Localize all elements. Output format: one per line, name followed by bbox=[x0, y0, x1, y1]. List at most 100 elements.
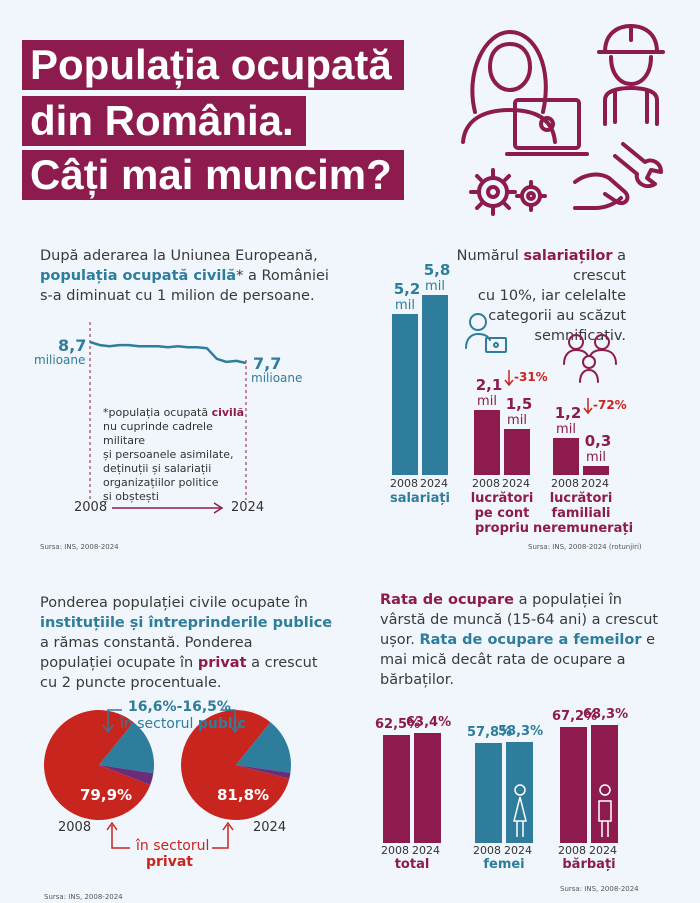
group-1-down-arrow bbox=[504, 369, 514, 387]
panel3-line4: populației ocupate în privat a crescut bbox=[40, 653, 340, 673]
bar-0-2024-value: 5,8 bbox=[423, 261, 451, 280]
bar-1-2008 bbox=[474, 409, 500, 475]
panel3-line1: Ponderea populației civile ocupate în bbox=[40, 595, 308, 611]
public-range-label: 16,6%-16,5% bbox=[128, 699, 231, 715]
rate-total-year-b: 2024 bbox=[412, 844, 440, 857]
panel4-line3: ușor. Rata de ocupare a femeilor e bbox=[380, 630, 680, 650]
panel1-intro-rest: * a României bbox=[236, 268, 329, 284]
public-sector-label-b: public bbox=[197, 716, 246, 732]
panel2-intro: Numărul salariaților a crescut cu 10%, i… bbox=[400, 246, 626, 346]
panel2-intro-line3: categorii au scăzut bbox=[488, 308, 626, 324]
time-arrow-head bbox=[213, 502, 224, 514]
rate-bărbați-2024-value: 68,3% bbox=[583, 706, 629, 722]
private-arrowhead-left bbox=[106, 821, 118, 831]
panel1-year-end: 2024 bbox=[231, 500, 265, 515]
rate-bărbați-year-b: 2024 bbox=[589, 844, 617, 857]
panel3-line5: cu 2 puncte procentuale. bbox=[40, 675, 222, 691]
bar-0-year-b: 2024 bbox=[420, 477, 448, 490]
group-2-label-line3: neremunerați bbox=[533, 521, 634, 536]
panel3-source: Sursa: INS, 2008-2024 bbox=[44, 893, 123, 901]
pie-2008-slice-0 bbox=[44, 710, 151, 821]
bar-1-2008-unit: mil bbox=[477, 393, 497, 409]
bar-2-year-a: 2008 bbox=[551, 477, 579, 490]
rate-femei-2008-value: 57,8% bbox=[467, 725, 513, 740]
group-2-label-line1: lucrători bbox=[549, 491, 613, 506]
panel3-line4-a: populației ocupate în bbox=[40, 655, 198, 671]
panel1-intro: După aderarea la Uniunea Europeană, popu… bbox=[40, 246, 330, 306]
line-end-value: 7,7 bbox=[253, 354, 282, 373]
panel4-line1: Rata de ocupare a populației în bbox=[380, 590, 680, 610]
worker-icons-illustration bbox=[461, 24, 665, 216]
group-2-change: -72% bbox=[593, 397, 627, 412]
bar-2-2008 bbox=[553, 437, 579, 475]
rate-bar-total-2008 bbox=[383, 734, 410, 843]
line-start-value: 8,7 bbox=[58, 336, 87, 355]
figure-body bbox=[513, 796, 527, 837]
public-arrowhead-left bbox=[102, 724, 114, 734]
group-2-down-arrow bbox=[583, 397, 593, 414]
panel3-line3: a rămas constantă. Ponderea bbox=[40, 635, 253, 651]
panel4-line1-a: Rata de ocupare bbox=[380, 592, 515, 608]
line-start-unit: milioane bbox=[34, 353, 86, 367]
bar-2-2024 bbox=[583, 465, 609, 475]
private-sector-label-a: în sectorul bbox=[136, 838, 210, 854]
bar-0-2024 bbox=[422, 295, 448, 475]
bar-0-2008 bbox=[392, 313, 418, 475]
group-1-change: -31% bbox=[514, 369, 548, 384]
panel2-intro-1c: a crescut bbox=[573, 248, 626, 284]
gears-icon bbox=[469, 168, 547, 216]
panel2-intro-1b: salariaților bbox=[523, 248, 613, 264]
bar-1-year-a: 2008 bbox=[472, 477, 500, 490]
wrench-hand-icon bbox=[573, 142, 663, 210]
bar-0-2024-unit: mil bbox=[425, 279, 445, 295]
footnote-line5: organizațiilor politice bbox=[103, 476, 219, 489]
bar-2-year-b: 2024 bbox=[581, 477, 609, 490]
panel4-line2: vârstă de muncă (15-64 ani) a crescut bbox=[380, 612, 659, 628]
pie-2008-slice-2 bbox=[99, 765, 154, 785]
person-laptop-icon bbox=[465, 313, 507, 353]
footnote-line6: și obștești bbox=[103, 490, 159, 503]
panel4-intro: Rata de ocupare a populației în vârstă d… bbox=[380, 590, 680, 690]
rate-total-2024-value: 63,4% bbox=[406, 715, 452, 731]
line-end-unit: milioane bbox=[251, 371, 303, 385]
rate-group-bărbați-label: bărbați bbox=[562, 857, 616, 872]
laptop-icon bbox=[505, 98, 589, 156]
panel1-intro-line2: populația ocupată civilă* a României bbox=[40, 266, 330, 286]
rate-total-2008-value: 62,5% bbox=[375, 716, 421, 732]
panel1-intro-line1: După aderarea la Uniunea Europeană, bbox=[40, 248, 318, 264]
bar-1-2024-value: 1,5 bbox=[505, 394, 533, 413]
figure-head bbox=[599, 784, 611, 796]
family-icon bbox=[563, 334, 617, 383]
panel1-intro-bold: populația ocupată civilă bbox=[40, 268, 237, 284]
pie-2024-slice-0 bbox=[181, 710, 290, 821]
public-bracket-left bbox=[107, 709, 122, 730]
woman-icon bbox=[461, 30, 557, 144]
title-line-3: Câți mai muncim? bbox=[22, 150, 404, 200]
group-1-label-line1: lucrători bbox=[470, 491, 534, 506]
panel4-line3-c: e bbox=[641, 632, 656, 648]
panel3-intro: Ponderea populației civile ocupate în in… bbox=[40, 593, 340, 693]
pie-2008-private-value: 79,9% bbox=[80, 786, 133, 804]
rate-group-femei-label: femei bbox=[483, 857, 525, 872]
bar-1-2024 bbox=[504, 428, 530, 475]
public-sector-label: în sectorul public bbox=[120, 716, 246, 732]
group-2-label: lucrători familiali neremunerați bbox=[533, 491, 634, 536]
panel2-intro-1a: Numărul bbox=[456, 248, 524, 264]
pie-2024-private-value: 81,8% bbox=[217, 786, 270, 804]
rate-femei-year-b: 2024 bbox=[504, 844, 532, 857]
title-line-2: din România. bbox=[22, 96, 306, 146]
woman-figure-icon bbox=[513, 784, 527, 837]
panel4-line1-b: a populației în bbox=[514, 592, 622, 608]
panel1-footnote: *populația ocupată civilă nu cuprinde ca… bbox=[103, 406, 253, 504]
bar-1-2024-unit: mil bbox=[507, 412, 527, 428]
figure-head bbox=[514, 784, 526, 796]
rate-bar-femei-2024 bbox=[506, 742, 533, 843]
group-0-label-line1: salariați bbox=[389, 491, 451, 506]
bar-1-year-b: 2024 bbox=[502, 477, 530, 490]
private-bracket-right bbox=[212, 825, 229, 849]
sector-pie-charts bbox=[44, 709, 291, 849]
group-1-label-line3: propriu bbox=[474, 521, 530, 536]
panel2-source: Sursa: INS, 2008-2024 (rotunjiri) bbox=[528, 543, 642, 551]
panel1-source: Sursa: INS, 2008-2024 bbox=[40, 543, 119, 551]
pie-year-right: 2024 bbox=[253, 820, 287, 835]
